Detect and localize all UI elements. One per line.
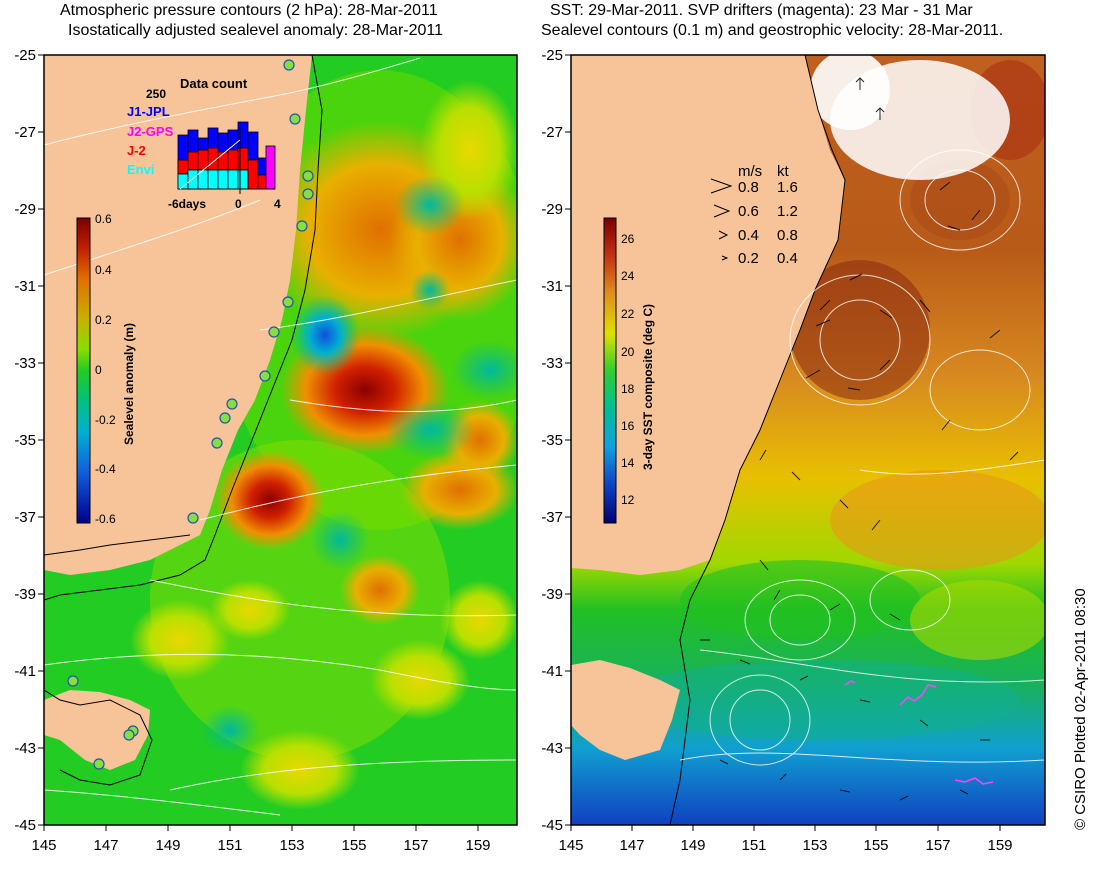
velocity-row-1-ms: 0.6 [738, 203, 759, 220]
velocity-row-3-ms: 0.2 [738, 250, 759, 267]
sst-tick-1: 24 [621, 269, 635, 283]
sst-tick-6: 14 [621, 456, 635, 470]
right-lat-label-8: -41 [541, 663, 563, 680]
data-count-inset: Data count 250 J1-JPL J2-GPS J-2 Envi -6… [127, 76, 281, 211]
right-lon-label-5: 155 [863, 837, 888, 854]
left-lat-label-2: -29 [14, 201, 36, 218]
right-lon-label-7: 159 [987, 837, 1012, 854]
velocity-header-ms: m/s [738, 163, 762, 180]
sst-colorbar-label: 3-day SST composite (deg C) [641, 304, 655, 470]
left-title-line2: Isostatically adjusted sealevel anomaly:… [68, 22, 444, 39]
left-lon-label-2: 149 [155, 837, 180, 854]
right-lon-axis: 145 147 149 151 153 155 157 159 [558, 825, 1013, 854]
left-lat-label-10: -45 [14, 817, 36, 834]
right-lat-label-10: -45 [541, 817, 563, 834]
velocity-row-0-kt: 1.6 [777, 179, 798, 196]
data-count-title: Data count [180, 76, 248, 91]
right-title-line2: Sealevel contours (0.1 m) and geostrophi… [541, 22, 1004, 39]
sst-map-panel [571, 55, 1045, 825]
mission-envi: Envi [127, 162, 154, 177]
right-lat-label-7: -39 [541, 586, 563, 603]
left-lat-label-5: -35 [14, 432, 36, 449]
plot-credit: © CSIRO Plotted 02-Apr-2011 08:30 [1072, 588, 1089, 830]
land-tasmania [44, 690, 150, 770]
right-lon-label-1: 147 [619, 837, 644, 854]
right-lat-label-4: -33 [541, 355, 563, 372]
mission-j-2: J-2 [127, 143, 146, 158]
left-lat-label-3: -31 [14, 278, 36, 295]
sst-tick-4: 18 [621, 382, 635, 396]
mission-j2-gps: J2-GPS [127, 124, 174, 139]
sla-colorbar: 0.6 0.4 0.2 0 -0.2 -0.4 -0.6 Sealevel an… [76, 212, 136, 526]
velocity-row-0-ms: 0.8 [738, 179, 759, 196]
left-lat-label-9: -43 [14, 740, 36, 757]
right-lon-label-0: 145 [558, 837, 583, 854]
land-mainland-sst [571, 55, 845, 575]
right-lat-label-2: -29 [541, 201, 563, 218]
sla-tick-1: 0.4 [95, 263, 112, 277]
right-lat-axis: -25 -27 -29 -31 -33 -35 -37 -39 -41 -43 … [541, 47, 571, 834]
mission-j1-jpl: J1-JPL [127, 104, 170, 119]
right-lon-label-4: 153 [802, 837, 827, 854]
right-lat-label-5: -35 [541, 432, 563, 449]
velocity-row-2-kt: 0.8 [777, 227, 798, 244]
left-lat-label-0: -25 [14, 47, 36, 64]
left-lon-label-6: 157 [403, 837, 428, 854]
left-title-line1: Atmospheric pressure contours (2 hPa): 2… [60, 2, 438, 19]
sla-tick-2: 0.2 [95, 313, 112, 327]
sst-tick-5: 16 [621, 419, 635, 433]
data-count-max: 250 [146, 87, 166, 101]
sst-tick-0: 26 [621, 232, 635, 246]
right-lat-label-0: -25 [541, 47, 563, 64]
left-lat-axis: -25 -27 -29 -31 -33 -35 -37 -39 -41 -43 … [14, 47, 44, 834]
right-lon-label-6: 157 [925, 837, 950, 854]
right-title-line1: SST: 29-Mar-2011. SVP drifters (magenta)… [550, 2, 973, 19]
right-lat-label-1: -27 [541, 124, 563, 141]
left-lat-label-8: -41 [14, 663, 36, 680]
land-tasmania-sst [571, 660, 680, 760]
sla-map-panel [44, 55, 517, 825]
data-count-xlabel-zero: 0 [235, 197, 242, 211]
velocity-row-2-ms: 0.4 [738, 227, 759, 244]
left-lat-label-7: -39 [14, 586, 36, 603]
right-lat-label-3: -31 [541, 278, 563, 295]
right-lon-label-3: 151 [741, 837, 766, 854]
velocity-header-kt: kt [777, 163, 790, 180]
left-lat-label-4: -33 [14, 355, 36, 372]
left-lon-label-0: 145 [31, 837, 56, 854]
left-lon-label-1: 147 [93, 837, 118, 854]
left-lon-label-4: 153 [279, 837, 304, 854]
left-lon-label-7: 159 [465, 837, 490, 854]
right-lon-label-2: 149 [680, 837, 705, 854]
velocity-row-1-kt: 1.2 [777, 203, 798, 220]
left-lat-label-6: -37 [14, 509, 36, 526]
sst-tick-3: 20 [621, 345, 635, 359]
data-count-xlabel-end: 4 [274, 197, 281, 211]
sla-tick-0: 0.6 [95, 212, 112, 226]
data-count-xlabel-start: -6days [168, 197, 206, 211]
sla-tick-3: 0 [95, 363, 102, 377]
right-lat-label-9: -43 [541, 740, 563, 757]
left-lat-label-1: -27 [14, 124, 36, 141]
left-lon-label-5: 155 [341, 837, 366, 854]
sst-tick-7: 12 [621, 493, 635, 507]
sla-colorbar-label: Sealevel anomaly (m) [122, 323, 136, 445]
left-lon-axis: 145 147 149 151 153 155 157 159 [31, 825, 491, 854]
sst-colorbar: 26 24 22 20 18 16 14 12 3-day SST compos… [603, 217, 655, 524]
velocity-legend: m/s kt 0.8 1.6 0.6 1.2 0.4 0.8 0.2 0.4 [710, 163, 798, 267]
sla-tick-4: -0.2 [95, 413, 116, 427]
right-lat-label-6: -37 [541, 509, 563, 526]
svp-drifter-tracks [844, 680, 994, 785]
sla-tick-5: -0.4 [95, 462, 116, 476]
sst-tick-2: 22 [621, 307, 635, 321]
sla-tick-6: -0.6 [95, 512, 116, 526]
velocity-row-3-kt: 0.4 [777, 250, 798, 267]
left-lon-label-3: 151 [217, 837, 242, 854]
